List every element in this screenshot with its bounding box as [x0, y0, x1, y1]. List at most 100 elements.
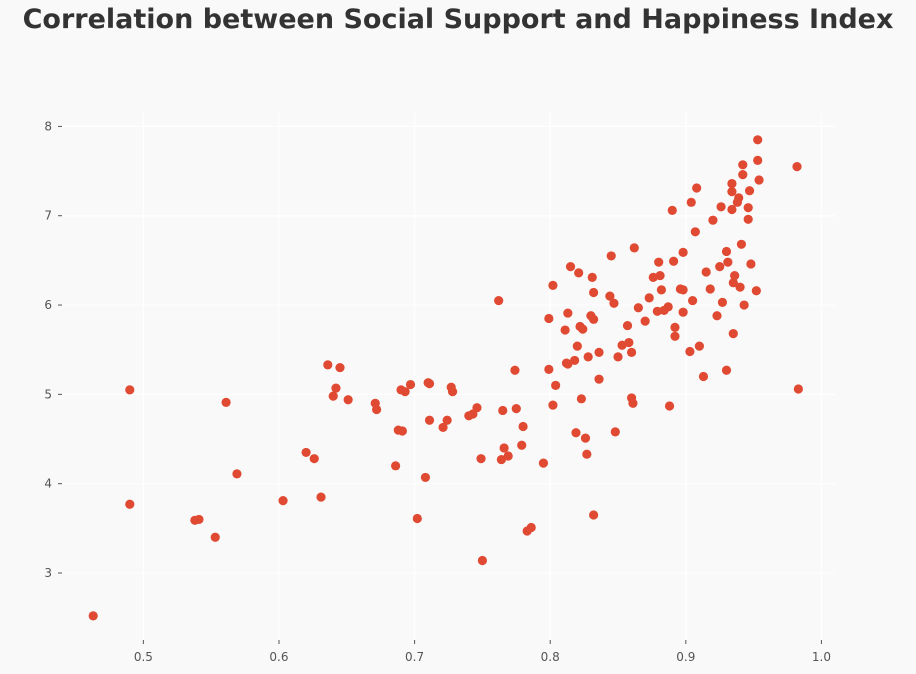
scatter-point [572, 341, 582, 351]
scatter-point [721, 246, 732, 257]
scatter-point [708, 215, 718, 225]
y-tick-label: 6 [44, 298, 52, 312]
scatter-point [526, 522, 536, 533]
scatter-point [438, 422, 448, 433]
scatter-point [391, 461, 401, 471]
scatter-point [744, 186, 755, 196]
scatter-point [278, 496, 288, 506]
scatter-point [633, 303, 643, 313]
scatter-point [221, 397, 231, 408]
scatter-point [628, 398, 638, 408]
scatter-point [494, 295, 504, 306]
scatter-point [544, 313, 554, 324]
scatter-point [626, 347, 637, 357]
scatter-point [656, 285, 667, 295]
y-tick-label: 7 [44, 209, 52, 223]
scatter-point [582, 449, 592, 459]
scatter-point [343, 395, 353, 405]
scatter-point [563, 359, 573, 369]
scatter-point [736, 239, 747, 249]
scatter-point [503, 451, 513, 461]
scatter-point [622, 320, 633, 331]
scatter-point [301, 447, 311, 458]
axis-ticks: 0.5 0.6 0.7 0.8 0.9 1.0 3 4 5 6 7 8 [44, 119, 831, 664]
scatter-point [587, 272, 597, 282]
scatter-point [594, 374, 604, 384]
scatter-point [397, 426, 407, 436]
scatter-point [511, 404, 521, 414]
scatter-point [210, 532, 220, 542]
scatter-point [730, 270, 740, 281]
x-tick-label: 1.0 [812, 650, 831, 664]
scatter-point [232, 469, 242, 479]
scatter-point [609, 298, 619, 308]
scatter-point [499, 443, 509, 453]
x-tick-label: 0.5 [134, 650, 153, 664]
scatter-point [194, 514, 204, 525]
y-tick-label: 5 [44, 387, 52, 401]
scatter-point [792, 161, 802, 172]
scatter-point [372, 404, 382, 415]
scatter-point [424, 379, 435, 389]
y-tick-label: 3 [44, 566, 52, 580]
scatter-point [589, 510, 599, 520]
scatter-point [723, 257, 733, 267]
scatter-point [560, 325, 570, 335]
scatter-point [644, 293, 654, 303]
scatter-point [420, 472, 431, 483]
scatter-point [570, 355, 580, 366]
grid-lines [62, 113, 835, 640]
scatter-point [412, 513, 422, 524]
scatter-point [309, 454, 319, 464]
scatter-point [728, 329, 738, 339]
scatter-point [686, 197, 696, 207]
scatter-point [476, 454, 486, 464]
scatter-point [125, 385, 135, 395]
scatter-point [624, 337, 634, 348]
y-tick-label: 8 [44, 119, 52, 133]
scatter-point [496, 454, 506, 465]
scatter-point [716, 202, 726, 212]
scatter-point [548, 400, 558, 410]
scatter-point [583, 352, 593, 362]
scatter-point [331, 383, 341, 393]
x-tick-label: 0.8 [541, 650, 560, 664]
scatter-point [551, 380, 561, 391]
scatter-point [727, 178, 737, 189]
scatter-point [538, 458, 549, 468]
scatter-point [548, 280, 558, 290]
data-points [88, 135, 803, 621]
scatter-point [663, 302, 673, 312]
scatter-point [605, 291, 615, 301]
scatter-point [544, 364, 554, 374]
scatter-point [571, 428, 581, 438]
scatter-point [692, 183, 702, 193]
x-tick-label: 0.6 [269, 650, 288, 664]
scatter-point [746, 259, 756, 269]
x-tick-label: 0.7 [405, 650, 424, 664]
scatter-point [574, 268, 584, 278]
scatter-point [669, 256, 679, 266]
scatter-point [727, 187, 737, 197]
y-tick-label: 4 [44, 477, 52, 491]
scatter-point [565, 262, 576, 272]
scatter-point [728, 278, 738, 288]
scatter-point [576, 394, 587, 404]
scatter-point [400, 387, 410, 397]
scatter-point [690, 227, 700, 237]
scatter-point [335, 362, 345, 373]
scatter-point [738, 170, 748, 180]
scatter-point [510, 365, 520, 375]
scatter-point [589, 314, 599, 324]
scatter-point [88, 611, 98, 621]
scatter-point [447, 387, 458, 397]
scatter-point [670, 331, 680, 341]
scatter-point [606, 251, 616, 261]
scatter-point [640, 316, 650, 326]
scatter-point [705, 284, 715, 294]
scatter-point [664, 401, 675, 411]
scatter-point [518, 421, 528, 432]
scatter-point [753, 135, 763, 145]
scatter-point [678, 307, 688, 317]
